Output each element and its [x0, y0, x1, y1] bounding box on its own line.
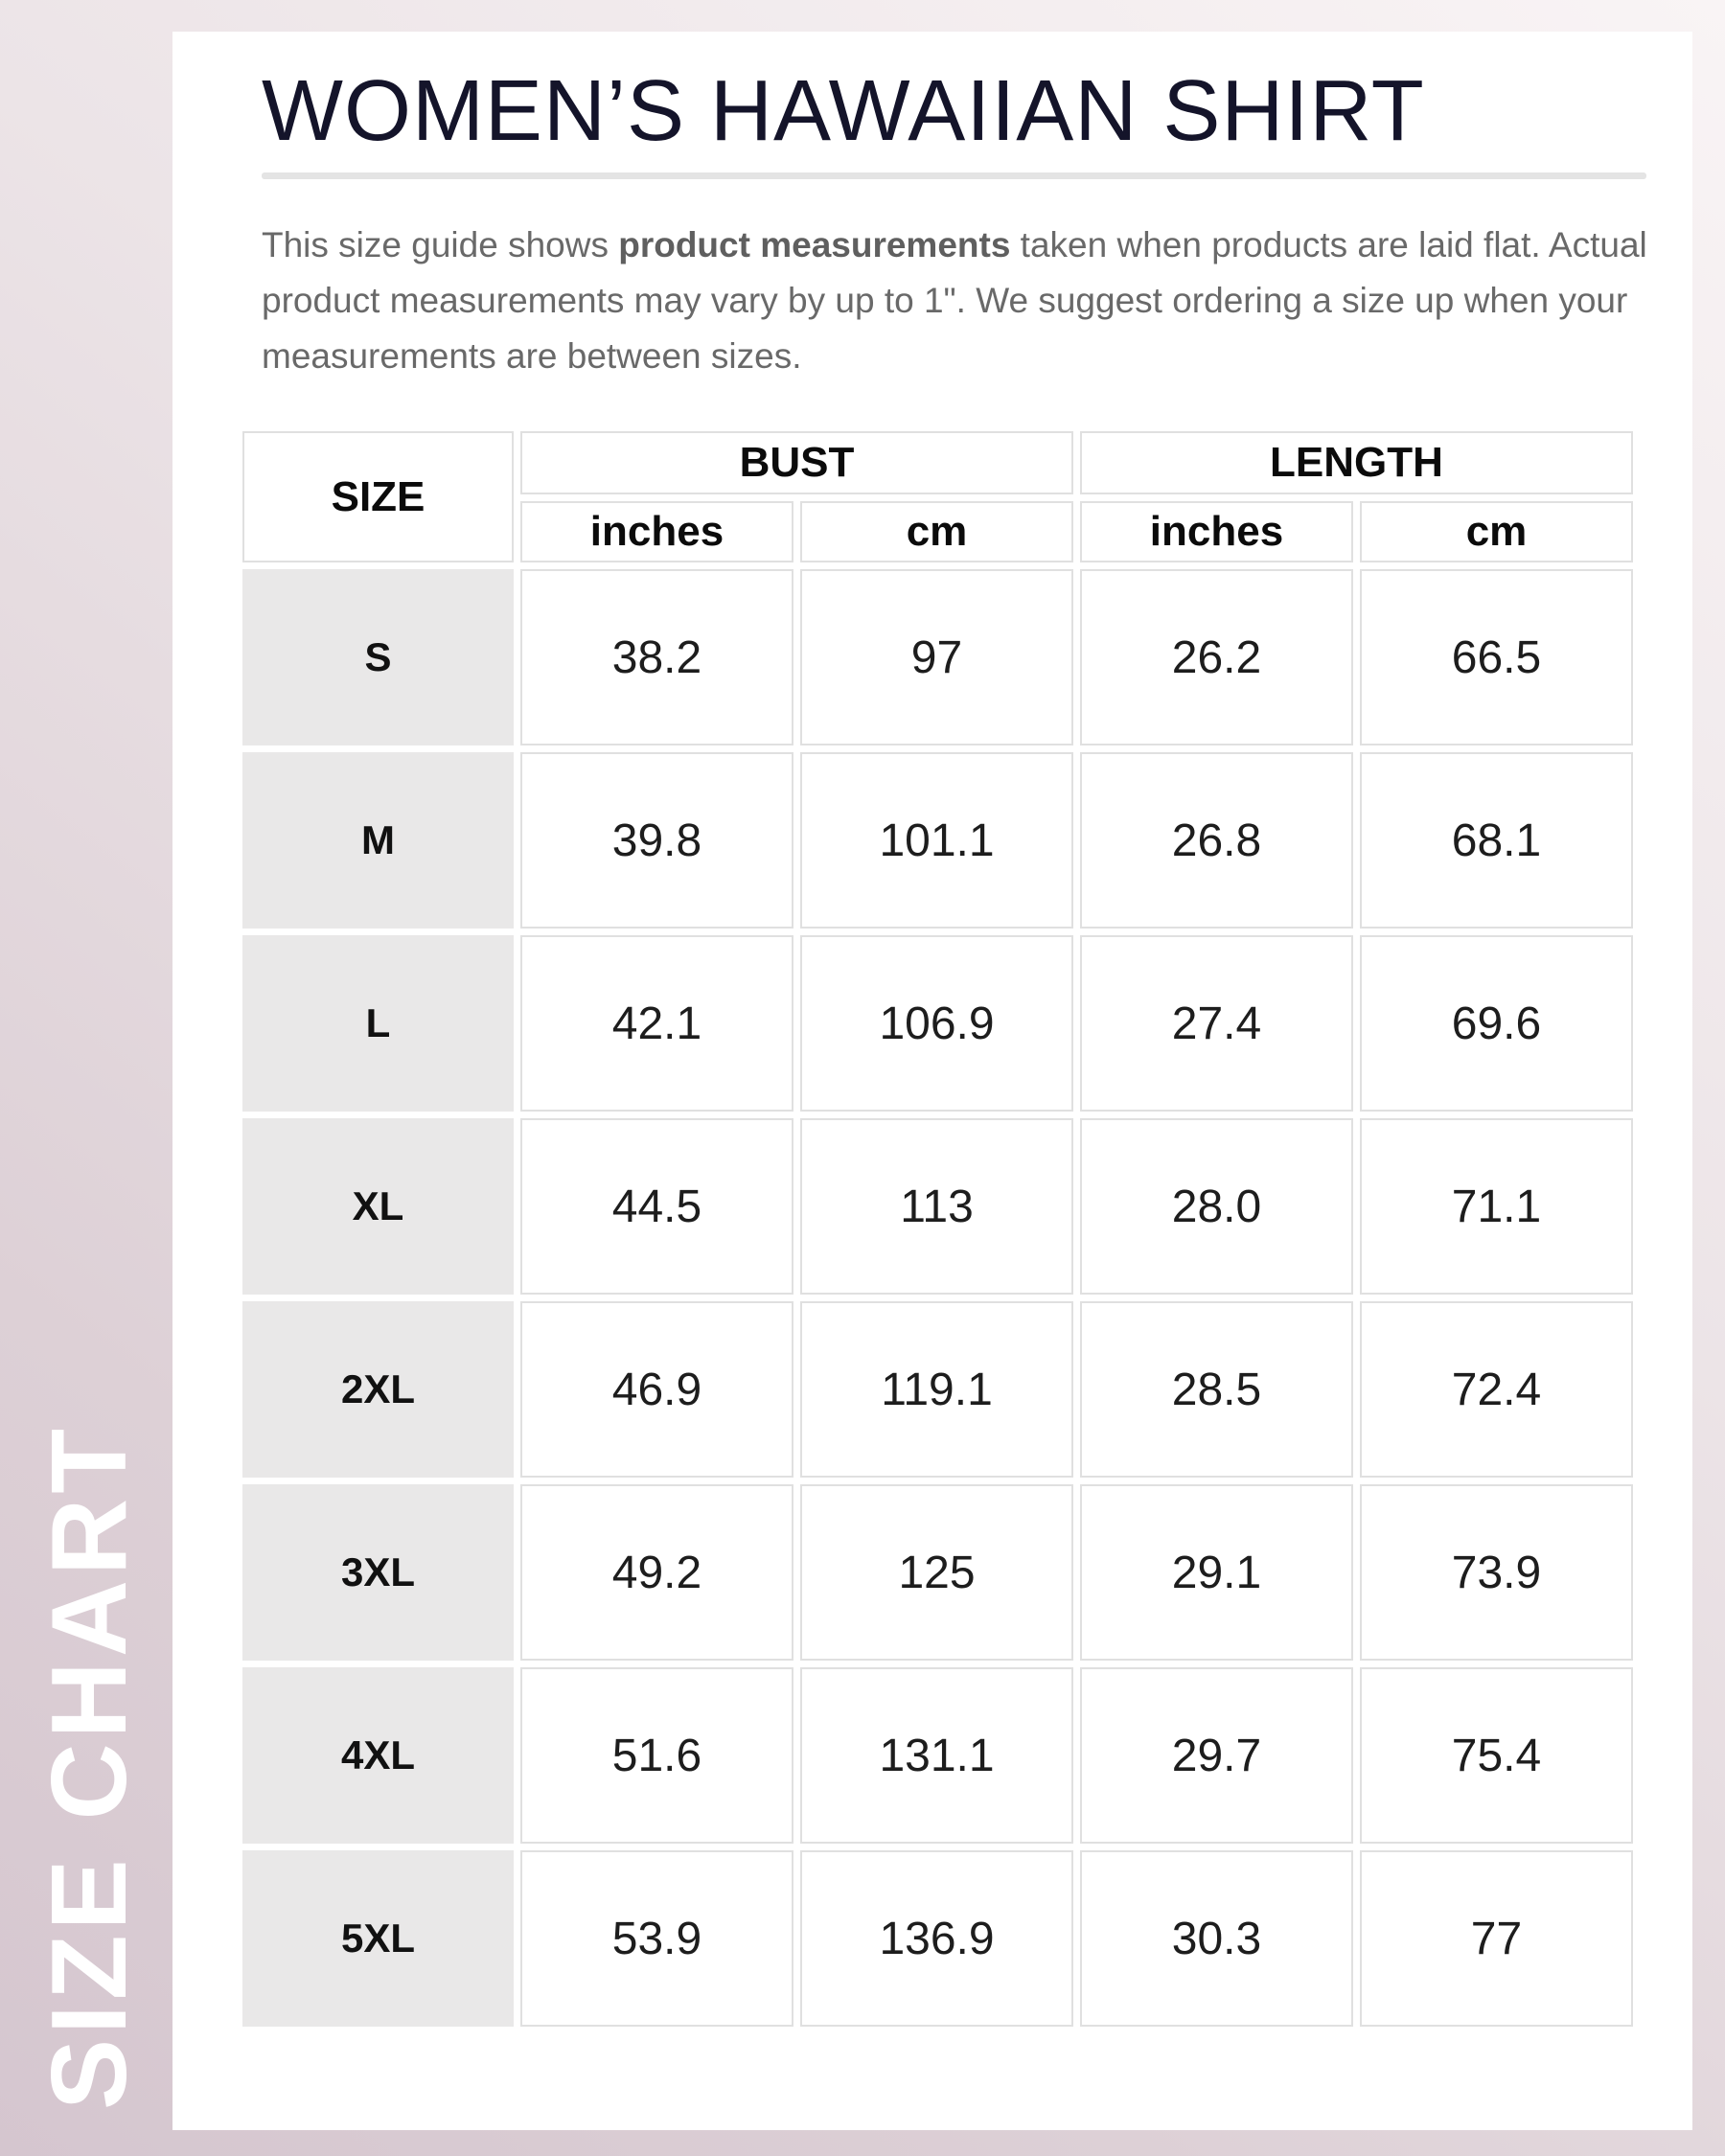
table-unit-header-row: inches cm inches cm [242, 501, 1633, 562]
table-row-4xl: 4XL 51.6 131.1 29.7 75.4 [242, 1667, 1633, 1844]
length-inches-cell: 28.0 [1080, 1118, 1353, 1295]
table-row-5xl: 5XL 53.9 136.9 30.3 77 [242, 1850, 1633, 2027]
length-inches-cell: 30.3 [1080, 1850, 1353, 2027]
table-row-2xl: 2XL 46.9 119.1 28.5 72.4 [242, 1301, 1633, 1478]
size-label-cell: XL [242, 1118, 514, 1295]
size-label-cell: 3XL [242, 1484, 514, 1661]
length-cm-cell: 72.4 [1360, 1301, 1633, 1478]
bust-cm-cell: 119.1 [800, 1301, 1073, 1478]
bust-inches-cell: 49.2 [520, 1484, 794, 1661]
length-cm-cell: 75.4 [1360, 1667, 1633, 1844]
length-inches-header: inches [1080, 501, 1353, 562]
bust-inches-cell: 51.6 [520, 1667, 794, 1844]
length-inches-cell: 26.8 [1080, 752, 1353, 929]
table-row-3xl: 3XL 49.2 125 29.1 73.9 [242, 1484, 1633, 1661]
length-cm-cell: 77 [1360, 1850, 1633, 2027]
size-label-cell: 4XL [242, 1667, 514, 1844]
bust-group-header: BUST [520, 431, 1073, 494]
length-cm-cell: 73.9 [1360, 1484, 1633, 1661]
length-inches-cell: 29.1 [1080, 1484, 1353, 1661]
bust-cm-cell: 97 [800, 569, 1073, 745]
length-group-header: LENGTH [1080, 431, 1633, 494]
length-inches-cell: 28.5 [1080, 1301, 1353, 1478]
length-cm-cell: 69.6 [1360, 935, 1633, 1112]
page-title: WOMEN’S HAWAIIAN SHIRT [262, 63, 1425, 159]
bust-cm-cell: 113 [800, 1118, 1073, 1295]
bust-inches-header: inches [520, 501, 794, 562]
table-group-header-row: SIZE BUST LENGTH [242, 431, 1633, 562]
size-label-cell: S [242, 569, 514, 745]
bust-inches-cell: 39.8 [520, 752, 794, 929]
bust-cm-cell: 125 [800, 1484, 1073, 1661]
bust-inches-cell: 53.9 [520, 1850, 794, 2027]
size-column-header: SIZE [242, 431, 514, 562]
bust-cm-header: cm [800, 501, 1073, 562]
description-text-after: taken when products are laid flat. Actua… [262, 225, 1647, 376]
length-inches-cell: 27.4 [1080, 935, 1353, 1112]
size-label-cell: M [242, 752, 514, 929]
size-table: SIZE BUST LENGTH inches cm inches cm S 3… [236, 424, 1640, 2033]
sidebar-vertical-label: SIZE CHART [30, 1424, 149, 2110]
length-cm-cell: 71.1 [1360, 1118, 1633, 1295]
description-text-before: This size guide shows [262, 225, 619, 264]
bust-inches-cell: 42.1 [520, 935, 794, 1112]
bust-cm-cell: 131.1 [800, 1667, 1073, 1844]
bust-inches-cell: 38.2 [520, 569, 794, 745]
table-row-m: M 39.8 101.1 26.8 68.1 [242, 752, 1633, 929]
size-label-cell: 5XL [242, 1850, 514, 2027]
bust-inches-cell: 44.5 [520, 1118, 794, 1295]
length-inches-cell: 26.2 [1080, 569, 1353, 745]
size-chart-card: WOMEN’S HAWAIIAN SHIRT This size guide s… [172, 32, 1692, 2130]
length-cm-cell: 66.5 [1360, 569, 1633, 745]
size-label-cell: 2XL [242, 1301, 514, 1478]
title-divider [262, 172, 1646, 179]
length-cm-header: cm [1360, 501, 1633, 562]
table-row-s: S 38.2 97 26.2 66.5 [242, 569, 1633, 745]
bust-cm-cell: 106.9 [800, 935, 1073, 1112]
bust-cm-cell: 101.1 [800, 752, 1073, 929]
bust-cm-cell: 136.9 [800, 1850, 1073, 2027]
size-label-cell: L [242, 935, 514, 1112]
table-row-l: L 42.1 106.9 27.4 69.6 [242, 935, 1633, 1112]
length-inches-cell: 29.7 [1080, 1667, 1353, 1844]
description-bold-text: product measurements [618, 225, 1011, 264]
table-row-xl: XL 44.5 113 28.0 71.1 [242, 1118, 1633, 1295]
bust-inches-cell: 46.9 [520, 1301, 794, 1478]
size-guide-description: This size guide shows product measuremen… [262, 218, 1656, 384]
length-cm-cell: 68.1 [1360, 752, 1633, 929]
